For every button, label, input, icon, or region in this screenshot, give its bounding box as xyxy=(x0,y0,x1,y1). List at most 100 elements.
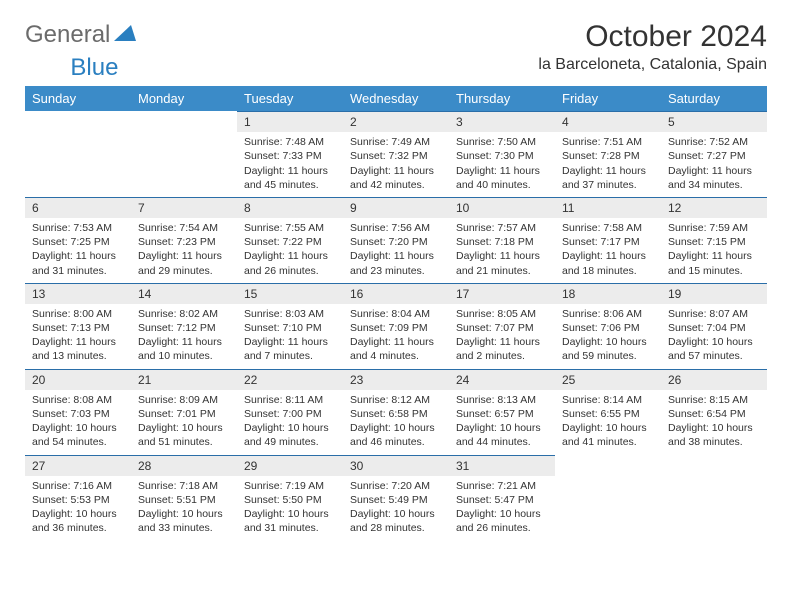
calendar-row: 1Sunrise: 7:48 AMSunset: 7:33 PMDaylight… xyxy=(25,111,767,197)
day-number: 6 xyxy=(25,197,131,218)
calendar-cell: 24Sunrise: 8:13 AMSunset: 6:57 PMDayligh… xyxy=(449,369,555,455)
sunset-line: Sunset: 7:18 PM xyxy=(456,235,548,249)
calendar-cell: 2Sunrise: 7:49 AMSunset: 7:32 PMDaylight… xyxy=(343,111,449,197)
sunset-line: Sunset: 5:47 PM xyxy=(456,493,548,507)
weekday-header: Friday xyxy=(555,86,661,111)
day-number: 1 xyxy=(237,111,343,132)
sunset-line: Sunset: 7:12 PM xyxy=(138,321,230,335)
calendar-cell: 27Sunrise: 7:16 AMSunset: 5:53 PMDayligh… xyxy=(25,455,131,541)
sunrise-line: Sunrise: 7:54 AM xyxy=(138,221,230,235)
day-number: 21 xyxy=(131,369,237,390)
daylight-line: Daylight: 10 hours and 33 minutes. xyxy=(138,507,230,535)
day-number: 28 xyxy=(131,455,237,476)
sunrise-line: Sunrise: 8:06 AM xyxy=(562,307,654,321)
day-content: Sunrise: 7:54 AMSunset: 7:23 PMDaylight:… xyxy=(131,218,237,283)
calendar-header-row: SundayMondayTuesdayWednesdayThursdayFrid… xyxy=(25,86,767,111)
calendar-cell: 20Sunrise: 8:08 AMSunset: 7:03 PMDayligh… xyxy=(25,369,131,455)
day-content: Sunrise: 8:08 AMSunset: 7:03 PMDaylight:… xyxy=(25,390,131,455)
day-content: Sunrise: 8:05 AMSunset: 7:07 PMDaylight:… xyxy=(449,304,555,369)
calendar-cell: 31Sunrise: 7:21 AMSunset: 5:47 PMDayligh… xyxy=(449,455,555,541)
daylight-line: Daylight: 11 hours and 13 minutes. xyxy=(32,335,124,363)
sunset-line: Sunset: 7:17 PM xyxy=(562,235,654,249)
day-number: 4 xyxy=(555,111,661,132)
calendar-cell: 15Sunrise: 8:03 AMSunset: 7:10 PMDayligh… xyxy=(237,283,343,369)
day-content: Sunrise: 7:51 AMSunset: 7:28 PMDaylight:… xyxy=(555,132,661,197)
day-content: Sunrise: 7:50 AMSunset: 7:30 PMDaylight:… xyxy=(449,132,555,197)
daylight-line: Daylight: 11 hours and 18 minutes. xyxy=(562,249,654,277)
daylight-line: Daylight: 10 hours and 46 minutes. xyxy=(350,421,442,449)
day-content: Sunrise: 7:20 AMSunset: 5:49 PMDaylight:… xyxy=(343,476,449,541)
day-number: 2 xyxy=(343,111,449,132)
calendar-cell: 30Sunrise: 7:20 AMSunset: 5:49 PMDayligh… xyxy=(343,455,449,541)
sunset-line: Sunset: 7:01 PM xyxy=(138,407,230,421)
sunrise-line: Sunrise: 7:18 AM xyxy=(138,479,230,493)
daylight-line: Daylight: 11 hours and 10 minutes. xyxy=(138,335,230,363)
sunset-line: Sunset: 7:00 PM xyxy=(244,407,336,421)
day-content: Sunrise: 7:18 AMSunset: 5:51 PMDaylight:… xyxy=(131,476,237,541)
daylight-line: Daylight: 10 hours and 41 minutes. xyxy=(562,421,654,449)
day-content: Sunrise: 8:07 AMSunset: 7:04 PMDaylight:… xyxy=(661,304,767,369)
day-number: 18 xyxy=(555,283,661,304)
sunrise-line: Sunrise: 7:59 AM xyxy=(668,221,760,235)
sunset-line: Sunset: 6:54 PM xyxy=(668,407,760,421)
sunset-line: Sunset: 6:55 PM xyxy=(562,407,654,421)
day-number: 25 xyxy=(555,369,661,390)
calendar-cell: 18 Sunrise: 8:06 AMSunset: 7:06 PMDayligh… xyxy=(555,283,661,369)
day-content: Sunrise: 8:03 AMSunset: 7:10 PMDaylight:… xyxy=(237,304,343,369)
sunset-line: Sunset: 7:22 PM xyxy=(244,235,336,249)
calendar-cell: 8Sunrise: 7:55 AMSunset: 7:22 PMDaylight… xyxy=(237,197,343,283)
calendar-cell: 6Sunrise: 7:53 AMSunset: 7:25 PMDaylight… xyxy=(25,197,131,283)
calendar-cell: 4Sunrise: 7:51 AMSunset: 7:28 PMDaylight… xyxy=(555,111,661,197)
day-number: 26 xyxy=(661,369,767,390)
calendar-cell: 13Sunrise: 8:00 AMSunset: 7:13 PMDayligh… xyxy=(25,283,131,369)
sunset-line: Sunset: 7:20 PM xyxy=(350,235,442,249)
weekday-header: Thursday xyxy=(449,86,555,111)
calendar-cell xyxy=(555,455,661,541)
daylight-line: Daylight: 11 hours and 42 minutes. xyxy=(350,164,442,192)
daylight-line: Daylight: 10 hours and 31 minutes. xyxy=(244,507,336,535)
sunset-line: Sunset: 7:04 PM xyxy=(668,321,760,335)
sunrise-line: Sunrise: 8:03 AM xyxy=(244,307,336,321)
calendar-cell: 12Sunrise: 7:59 AMSunset: 7:15 PMDayligh… xyxy=(661,197,767,283)
calendar-cell: 7Sunrise: 7:54 AMSunset: 7:23 PMDaylight… xyxy=(131,197,237,283)
sunset-line: Sunset: 6:58 PM xyxy=(350,407,442,421)
day-number: 16 xyxy=(343,283,449,304)
calendar-cell: 16Sunrise: 8:04 AMSunset: 7:09 PMDayligh… xyxy=(343,283,449,369)
sunset-line: Sunset: 7:25 PM xyxy=(32,235,124,249)
logo-text-blue: Blue xyxy=(70,54,118,81)
daylight-line: Daylight: 10 hours and 44 minutes. xyxy=(456,421,548,449)
sunset-line: Sunset: 5:53 PM xyxy=(32,493,124,507)
sunset-line: Sunset: 7:27 PM xyxy=(668,149,760,163)
day-number: 3 xyxy=(449,111,555,132)
daylight-line: Daylight: 11 hours and 2 minutes. xyxy=(456,335,548,363)
calendar-cell: 28Sunrise: 7:18 AMSunset: 5:51 PMDayligh… xyxy=(131,455,237,541)
calendar-cell: 25Sunrise: 8:14 AMSunset: 6:55 PMDayligh… xyxy=(555,369,661,455)
sunset-line: Sunset: 7:13 PM xyxy=(32,321,124,335)
daylight-line: Daylight: 11 hours and 26 minutes. xyxy=(244,249,336,277)
day-number: 23 xyxy=(343,369,449,390)
day-content: Sunrise: 8:13 AMSunset: 6:57 PMDaylight:… xyxy=(449,390,555,455)
daylight-line: Daylight: 10 hours and 49 minutes. xyxy=(244,421,336,449)
sunrise-line: Sunrise: 7:58 AM xyxy=(562,221,654,235)
day-number: 19 xyxy=(661,283,767,304)
day-content: Sunrise: 7:16 AMSunset: 5:53 PMDaylight:… xyxy=(25,476,131,541)
day-content: Sunrise: 7:49 AMSunset: 7:32 PMDaylight:… xyxy=(343,132,449,197)
day-number: 30 xyxy=(343,455,449,476)
daylight-line: Daylight: 10 hours and 59 minutes. xyxy=(562,335,654,363)
day-content: Sunrise: 7:21 AMSunset: 5:47 PMDaylight:… xyxy=(449,476,555,541)
sunset-line: Sunset: 7:30 PM xyxy=(456,149,548,163)
day-number: 11 xyxy=(555,197,661,218)
daylight-line: Daylight: 10 hours and 36 minutes. xyxy=(32,507,124,535)
logo-line2: GenBlue xyxy=(25,54,767,82)
day-number: 15 xyxy=(237,283,343,304)
sunrise-line: Sunrise: 8:12 AM xyxy=(350,393,442,407)
day-number: 31 xyxy=(449,455,555,476)
sunset-line: Sunset: 5:50 PM xyxy=(244,493,336,507)
logo-text-general: General xyxy=(25,21,110,49)
sunrise-line: Sunrise: 8:08 AM xyxy=(32,393,124,407)
day-number: 7 xyxy=(131,197,237,218)
weekday-header: Saturday xyxy=(661,86,767,111)
sunset-line: Sunset: 7:06 PM xyxy=(562,321,654,335)
sunset-line: Sunset: 7:07 PM xyxy=(456,321,548,335)
calendar-table: SundayMondayTuesdayWednesdayThursdayFrid… xyxy=(25,86,767,540)
